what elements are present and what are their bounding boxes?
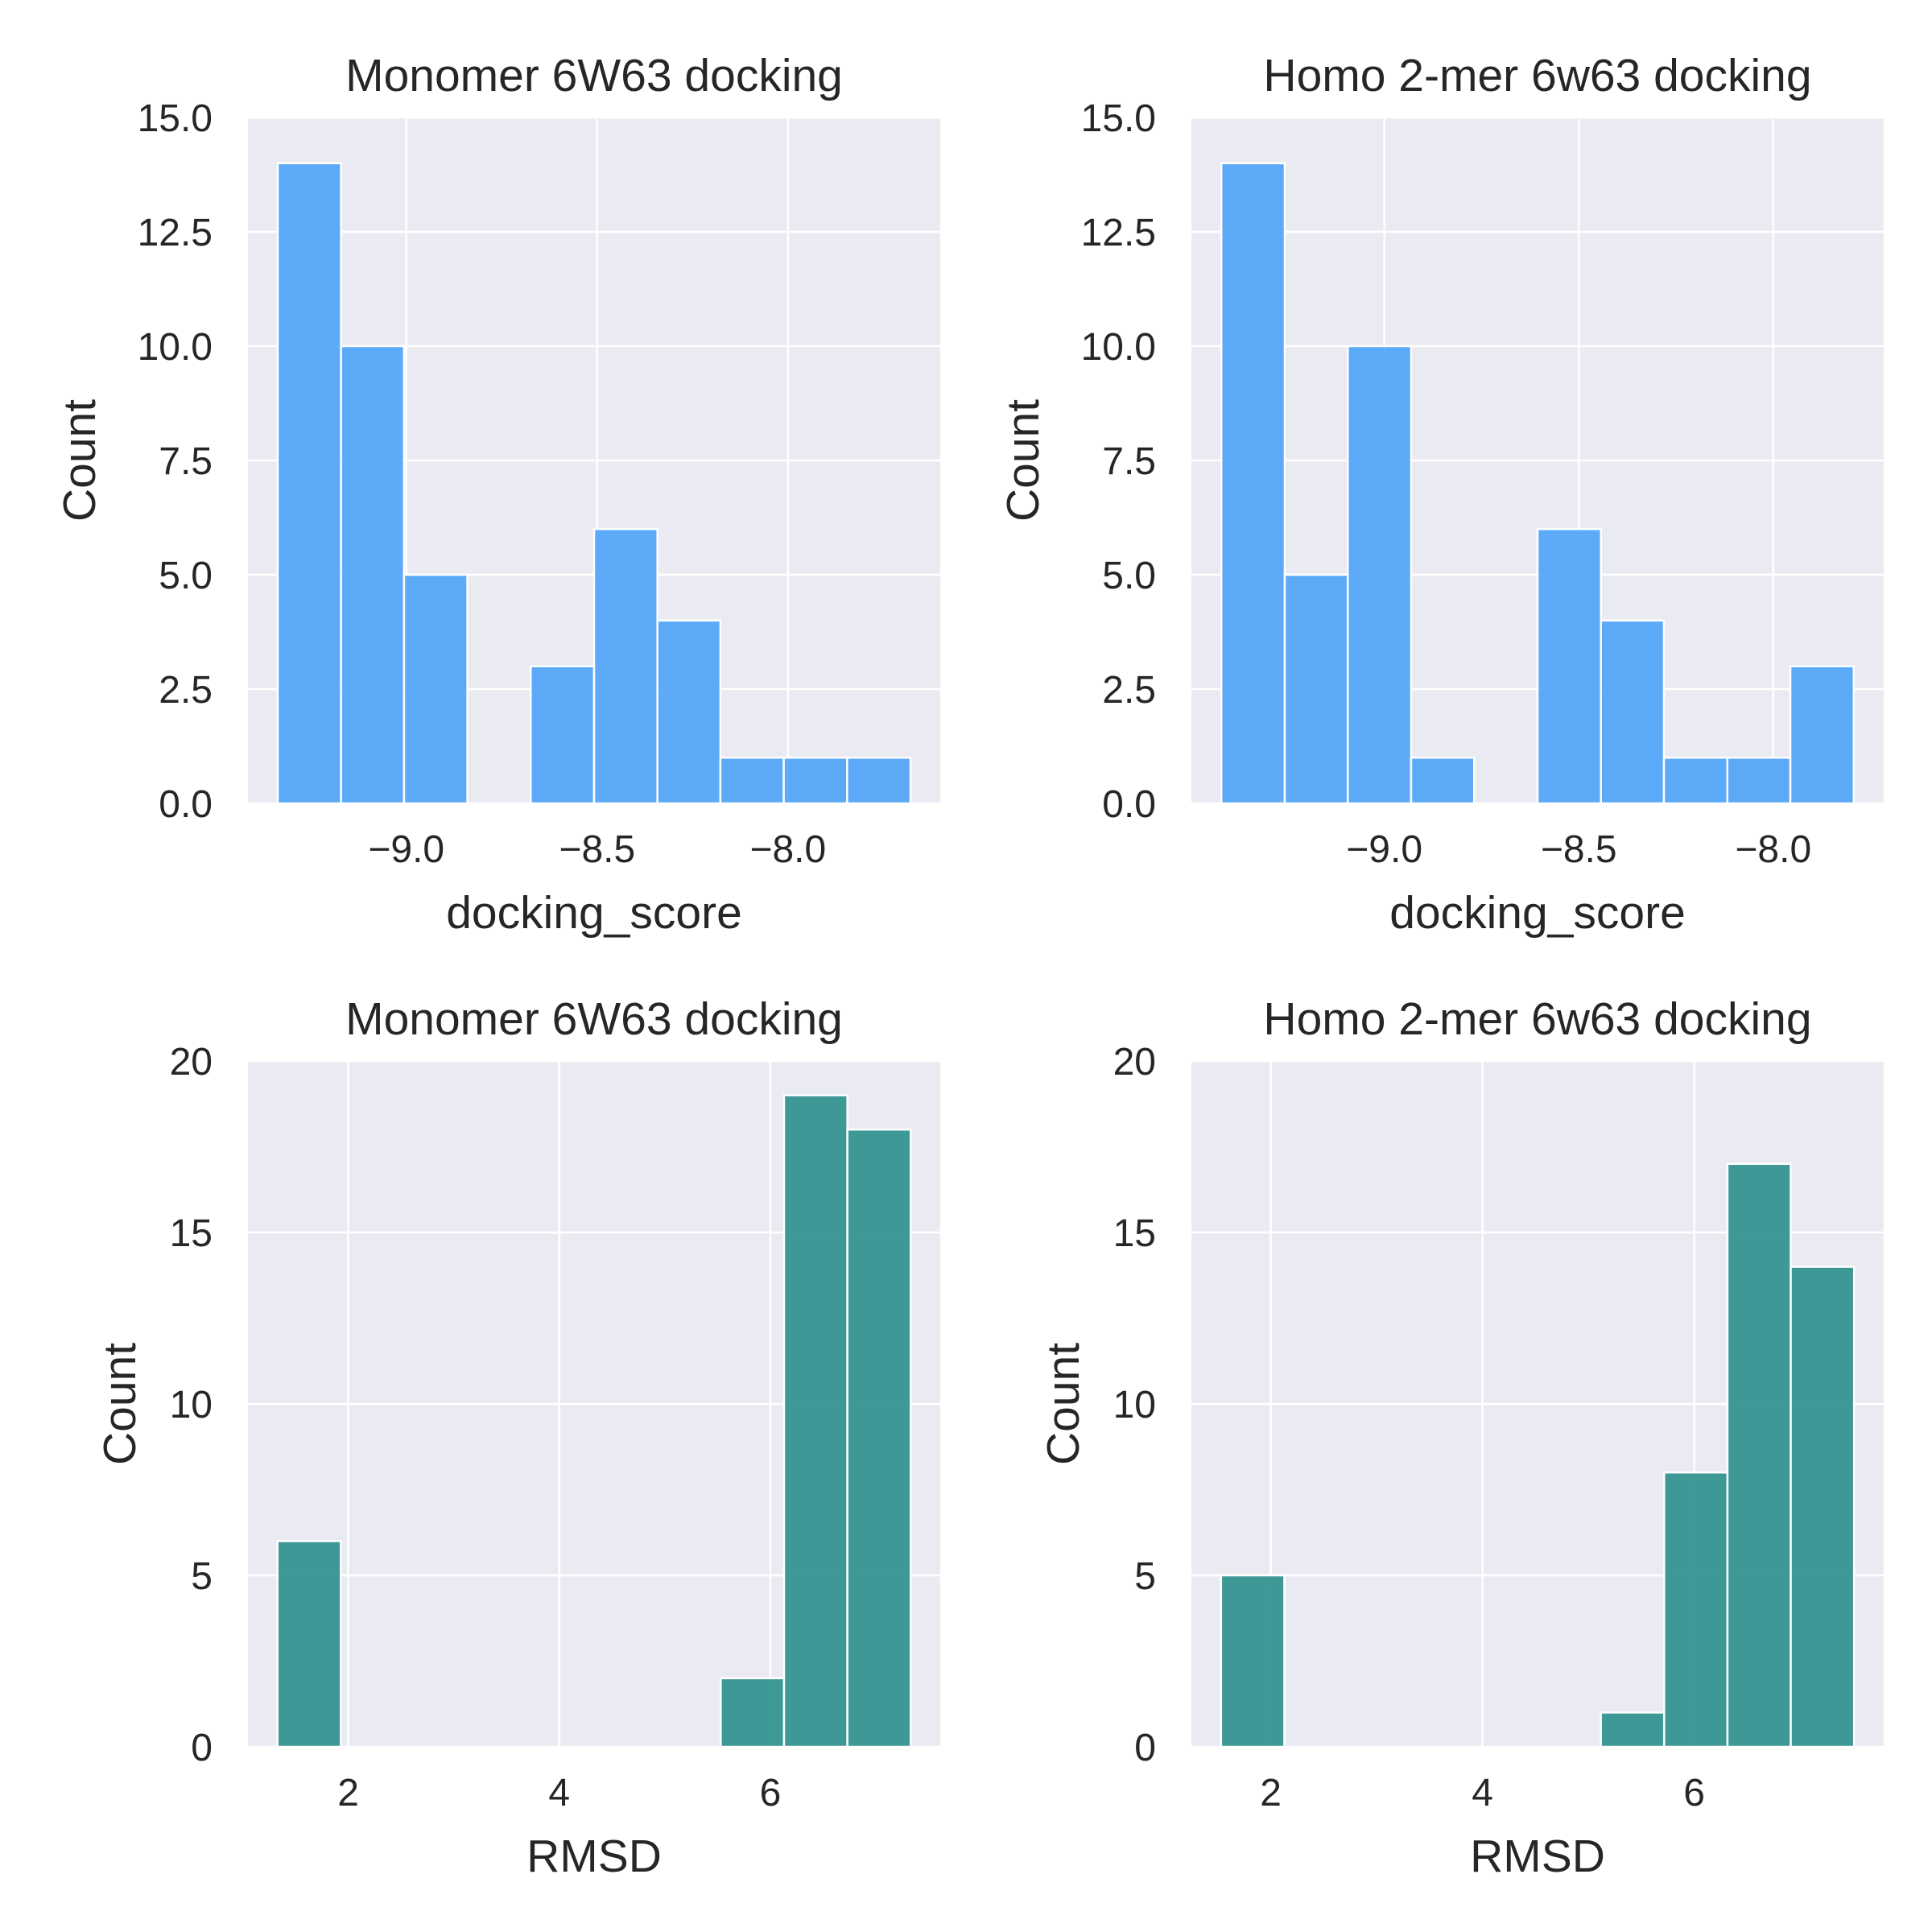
y-tick-labels-2: 0.0 2.5 5.0 7.5 10.0 12.5 15.0 bbox=[1081, 97, 1156, 826]
histogram-bar bbox=[1600, 1711, 1666, 1748]
x-tick-labels-3: 2 4 6 bbox=[337, 1772, 781, 1814]
x-tick-label: −9.0 bbox=[368, 828, 444, 871]
y-tick-label: 15 bbox=[1113, 1212, 1156, 1255]
y-tick-label: 15.0 bbox=[138, 97, 213, 140]
x-tick-label: 4 bbox=[548, 1772, 570, 1814]
y-tick-label: 5.0 bbox=[1102, 555, 1156, 597]
y-tick-label: 5 bbox=[191, 1555, 213, 1598]
histogram-bar bbox=[592, 527, 658, 805]
y-tick-labels-4: 0 5 10 15 20 bbox=[1113, 1041, 1156, 1769]
histogram-bar bbox=[1410, 756, 1476, 805]
x-tick-labels-2: −9.0 −8.5 −8.0 bbox=[1346, 828, 1811, 871]
chart-title-1: Monomer 6W63 docking bbox=[345, 50, 843, 101]
histogram-bar bbox=[1220, 162, 1286, 805]
chart-title-4: Homo 2-mer 6w63 docking bbox=[1263, 993, 1811, 1045]
histogram-bar bbox=[656, 619, 722, 805]
histogram-bar bbox=[276, 162, 342, 805]
x-axis-label-1: docking_score bbox=[446, 887, 742, 939]
y-tick-label: 0.0 bbox=[159, 783, 213, 826]
x-tick-label: 6 bbox=[1683, 1772, 1705, 1814]
histogram-bar bbox=[719, 756, 785, 805]
histogram-bar bbox=[1663, 1471, 1729, 1748]
histogram-bar bbox=[1789, 665, 1856, 805]
x-tick-labels-1: −9.0 −8.5 −8.0 bbox=[368, 828, 826, 871]
bars-4 bbox=[1220, 1162, 1856, 1748]
y-tick-label: 20 bbox=[1113, 1041, 1156, 1084]
histogram-bar bbox=[782, 756, 848, 805]
y-tick-label: 12.5 bbox=[138, 212, 213, 254]
histogram-bar bbox=[1283, 573, 1349, 805]
x-tick-label: −8.5 bbox=[1541, 828, 1617, 871]
x-axis-label-3: RMSD bbox=[526, 1831, 662, 1882]
chart-title-3: Monomer 6W63 docking bbox=[345, 993, 843, 1045]
y-tick-label: 10 bbox=[170, 1384, 213, 1426]
histogram-bar bbox=[530, 665, 596, 805]
histogram-bar bbox=[1726, 756, 1792, 805]
y-tick-labels-3: 0 5 10 15 20 bbox=[170, 1041, 213, 1769]
histogram-bar bbox=[1600, 619, 1666, 805]
histogram-bar bbox=[1346, 345, 1413, 805]
y-tick-label: 7.5 bbox=[1102, 440, 1156, 483]
histogram-bar bbox=[1536, 527, 1603, 805]
histogram-bar bbox=[402, 573, 469, 805]
y-tick-label: 7.5 bbox=[159, 440, 213, 483]
y-tick-label: 15.0 bbox=[1081, 97, 1156, 140]
x-tick-label: −8.0 bbox=[749, 828, 826, 871]
x-tick-labels-4: 2 4 6 bbox=[1260, 1772, 1705, 1814]
histogram-bar bbox=[846, 1128, 912, 1748]
y-tick-label: 5.0 bbox=[159, 555, 213, 597]
y-axis-label-4: Count bbox=[1038, 1343, 1089, 1465]
x-axis-label-4: RMSD bbox=[1470, 1831, 1605, 1882]
y-tick-label: 15 bbox=[170, 1212, 213, 1255]
x-tick-label: −8.0 bbox=[1735, 828, 1811, 871]
histogram-bar bbox=[340, 345, 406, 805]
y-tick-label: 10 bbox=[1113, 1384, 1156, 1426]
y-axis-label-2: Count bbox=[997, 399, 1049, 522]
bars-1 bbox=[276, 162, 912, 805]
panel-1: 0.0 2.5 5.0 7.5 10.0 12.5 15.0 −9.0 −8.5 −8.0 Mo… bbox=[54, 50, 940, 939]
x-axis-label-2: docking_score bbox=[1389, 887, 1686, 939]
y-tick-label: 2.5 bbox=[159, 669, 213, 712]
histogram-bar bbox=[276, 1540, 342, 1748]
histogram-bar bbox=[1220, 1574, 1286, 1748]
x-tick-label: −8.5 bbox=[559, 828, 635, 871]
y-axis-label-1: Count bbox=[54, 399, 105, 522]
y-tick-label: 20 bbox=[170, 1041, 213, 1084]
x-tick-label: 2 bbox=[337, 1772, 359, 1814]
y-tick-label: 5 bbox=[1134, 1555, 1156, 1598]
x-tick-label: 4 bbox=[1472, 1772, 1493, 1814]
histogram-bar bbox=[1726, 1162, 1792, 1748]
y-tick-label: 2.5 bbox=[1102, 669, 1156, 712]
histogram-bar bbox=[782, 1094, 848, 1748]
y-axis-label-3: Count bbox=[94, 1343, 146, 1465]
y-tick-label: 0 bbox=[191, 1727, 213, 1769]
panel-4: 0 5 10 15 20 2 4 6 Homo 2-mer 6w63 docking RMS… bbox=[1038, 993, 1884, 1882]
chart-title-2: Homo 2-mer 6w63 docking bbox=[1263, 50, 1811, 101]
panel-2: 0.0 2.5 5.0 7.5 10.0 12.5 15.0 −9.0 −8.5 −8.0 Ho… bbox=[997, 50, 1884, 939]
x-tick-label: −9.0 bbox=[1346, 828, 1422, 871]
panel-3: 0 5 10 15 20 2 4 6 Monomer 6W63 docking RMSD C… bbox=[94, 993, 940, 1882]
histogram-bar bbox=[1662, 756, 1729, 805]
x-tick-label: 2 bbox=[1260, 1772, 1282, 1814]
y-tick-label: 0 bbox=[1134, 1727, 1156, 1769]
bars-3 bbox=[276, 1094, 912, 1748]
y-tick-label: 12.5 bbox=[1081, 212, 1156, 254]
y-tick-label: 10.0 bbox=[138, 326, 213, 369]
y-tick-label: 0.0 bbox=[1102, 783, 1156, 826]
x-tick-label: 6 bbox=[760, 1772, 782, 1814]
y-tick-labels-1: 0.0 2.5 5.0 7.5 10.0 12.5 15.0 bbox=[138, 97, 213, 826]
histogram-bar bbox=[720, 1677, 786, 1748]
y-tick-label: 10.0 bbox=[1081, 326, 1156, 369]
bars-2 bbox=[1220, 162, 1856, 805]
histogram-bar bbox=[846, 756, 912, 805]
histogram-bar bbox=[1790, 1265, 1856, 1748]
